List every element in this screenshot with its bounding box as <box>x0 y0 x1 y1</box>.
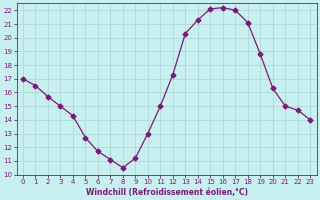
X-axis label: Windchill (Refroidissement éolien,°C): Windchill (Refroidissement éolien,°C) <box>85 188 248 197</box>
